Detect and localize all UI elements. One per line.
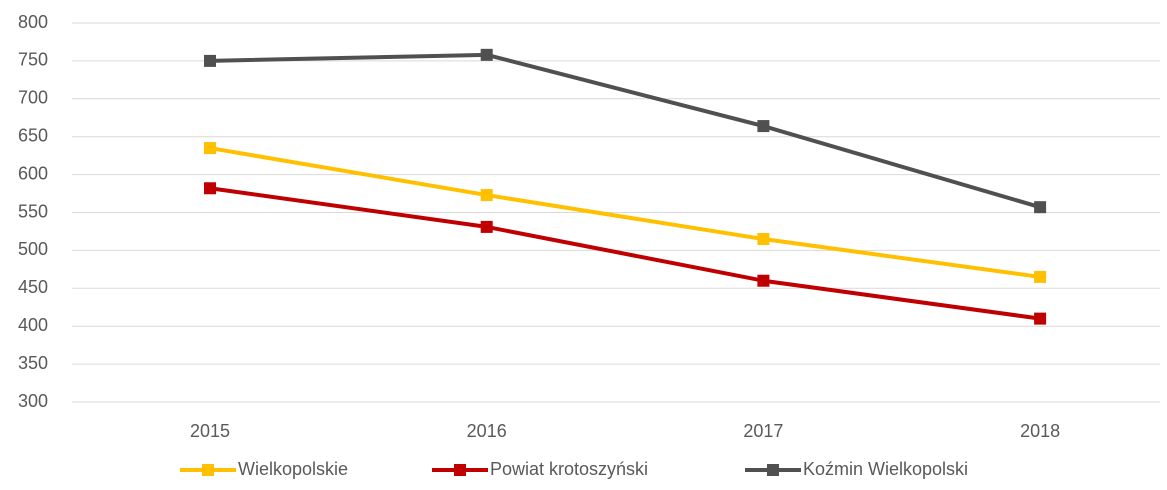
point-marker [757, 274, 770, 287]
legend-label: Powiat krotoszyński [490, 459, 648, 479]
y-tick-label: 750 [18, 50, 48, 70]
point-marker [204, 182, 216, 195]
x-tick-label: 2017 [743, 421, 783, 441]
x-tick-label: 2015 [190, 421, 230, 441]
y-tick-label: 400 [18, 315, 48, 335]
y-tick-label: 450 [18, 277, 48, 297]
x-tick-label: 2016 [467, 421, 507, 441]
y-tick-label: 800 [18, 12, 48, 32]
y-tick-label: 550 [18, 201, 48, 221]
legend-label: Wielkopolskie [238, 459, 348, 479]
point-marker [204, 142, 216, 155]
point-marker [757, 233, 770, 246]
point-marker [480, 189, 493, 202]
legend-marker [202, 464, 214, 476]
point-marker [480, 220, 493, 233]
legend-label: Koźmin Wielkopolski [803, 459, 968, 479]
x-tick-label: 2018 [1020, 421, 1060, 441]
legend-marker [454, 464, 466, 476]
series-line [209, 52, 1041, 210]
point-marker [1034, 270, 1047, 283]
point-marker [480, 48, 493, 61]
point-marker [204, 54, 216, 67]
series-line [209, 186, 1041, 321]
series-line [209, 146, 1041, 279]
point-marker [757, 120, 770, 133]
point-marker [1034, 201, 1047, 214]
point-marker [1034, 312, 1047, 325]
y-tick-label: 500 [18, 239, 48, 259]
y-tick-label: 300 [18, 391, 48, 411]
legend-marker [767, 464, 779, 476]
y-tick-label: 350 [18, 353, 48, 373]
y-tick-label: 600 [18, 163, 48, 183]
y-tick-label: 700 [18, 88, 48, 108]
y-tick-label: 650 [18, 125, 48, 145]
